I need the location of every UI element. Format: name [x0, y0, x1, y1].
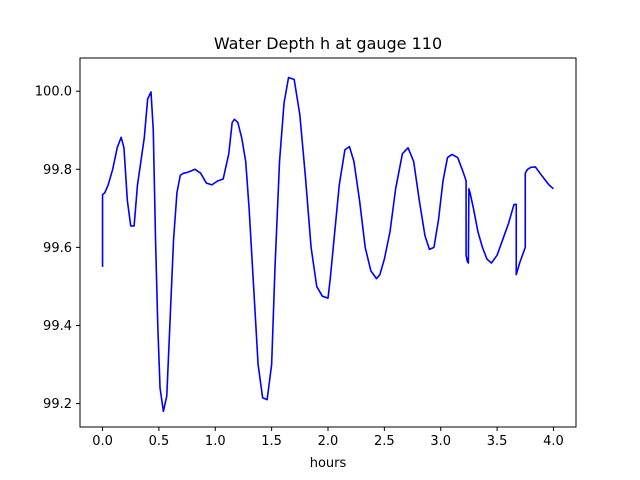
y-tick-label: 100.0 — [35, 85, 72, 100]
x-tick-label: 1.0 — [205, 434, 226, 449]
series-line-water-depth — [101, 76, 554, 413]
y-axis: 99.2 99.4 99.6 99.8 100.0 — [35, 85, 80, 412]
x-tick-label: 3.0 — [430, 434, 451, 449]
x-tick-label: 2.0 — [318, 434, 339, 449]
x-tick-label: 3.5 — [487, 434, 508, 449]
y-tick-label: 99.6 — [43, 241, 72, 256]
x-axis-label: hours — [310, 456, 347, 471]
y-tick-label: 99.4 — [43, 319, 72, 334]
x-tick-label: 2.5 — [374, 434, 395, 449]
chart-title: Water Depth h at gauge 110 — [214, 34, 442, 53]
x-tick-label: 4.0 — [543, 434, 564, 449]
y-tick-label: 99.2 — [43, 397, 72, 412]
y-tick-label: 99.8 — [43, 163, 72, 178]
x-tick-label: 0.0 — [92, 434, 113, 449]
x-tick-label: 1.5 — [261, 434, 282, 449]
x-axis: 0.0 0.5 1.0 1.5 2.0 2.5 3.0 3.5 4.0 — [92, 427, 564, 449]
x-tick-label: 0.5 — [149, 434, 170, 449]
